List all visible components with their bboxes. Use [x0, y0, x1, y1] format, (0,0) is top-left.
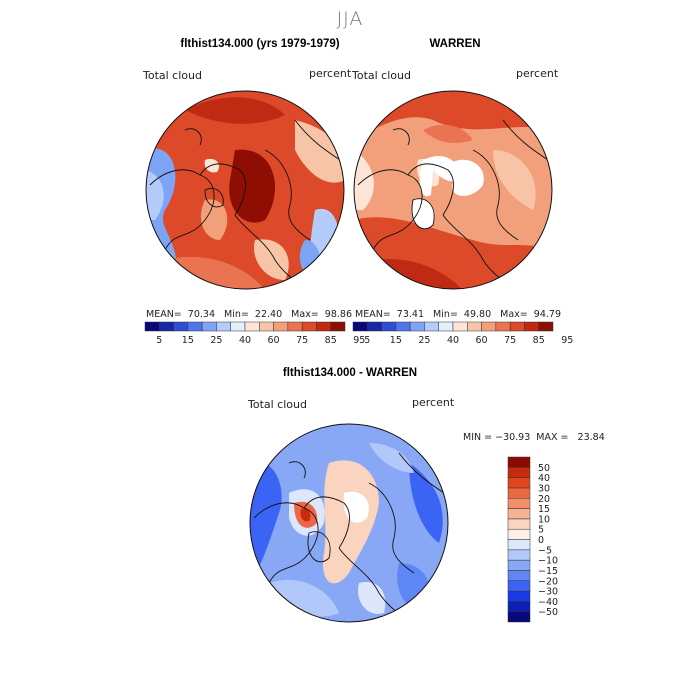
panel1-variable-label: Total cloud: [143, 69, 202, 82]
panel1-colorbar-swatch: [159, 321, 174, 332]
panel3-colorbar-tick-label: −10: [538, 556, 558, 567]
panel2-stats: MEAN= 73.41 Min= 49.80 Max= 94.79: [355, 309, 562, 320]
panel2-colorbar-tick-label: 75: [504, 335, 516, 346]
panel3-colorbar-swatch: [507, 477, 531, 489]
panel3-colorbar-swatch: [507, 528, 531, 540]
panel2-colorbar-tick-label: 25: [418, 335, 430, 346]
panel3-colorbar-swatch: [507, 549, 531, 561]
panel2-colorbar-swatch: [367, 321, 382, 332]
panel1-colorbar-tick-label: 95: [353, 335, 365, 346]
panel2-colorbar: 5 15 25 40 60 75 85 95: [352, 321, 573, 346]
panel2-map: [353, 90, 553, 290]
panel1-colorbar-swatch: [187, 321, 203, 332]
panel3-colorbar-tick-label: −20: [538, 576, 558, 587]
panel1-colorbar-swatch: [244, 321, 260, 332]
figure-title: JJA: [336, 8, 364, 30]
panel3-colorbar-tick-label: 20: [538, 494, 550, 505]
panel3-colorbar-tick-label: 40: [538, 473, 550, 484]
panel3-colorbar-swatch: [507, 580, 531, 592]
panel1-colorbar-tick-label: 25: [210, 335, 222, 346]
panel2-colorbar-swatch: [524, 321, 539, 332]
panel1-colorbar-swatch: [201, 321, 217, 332]
panel1-colorbar-swatch: [316, 321, 331, 332]
panel3-colorbar-swatch: [507, 518, 531, 530]
panel3-title: flthist134.000 - WARREN: [282, 367, 418, 379]
panel2-colorbar-tick-label: 85: [533, 335, 545, 346]
panel1-colorbar: 5 15 25 40 60 75 85 95: [144, 321, 365, 346]
panel3-colorbar-tick-label: −15: [538, 566, 558, 577]
panel2-colorbar-swatch: [424, 321, 439, 332]
panel2-colorbar-swatch: [452, 321, 468, 332]
panel3-colorbar-tick-label: 0: [538, 535, 544, 546]
panel3-colorbar-swatch: [507, 467, 531, 478]
panel3-colorbar-swatch: [507, 601, 531, 612]
panel1-colorbar-tick-label: 15: [182, 335, 194, 346]
panel2-colorbar-swatch: [409, 321, 425, 332]
panel3-colorbar-tick-label: −30: [538, 587, 558, 598]
panel1-colorbar-swatch: [287, 321, 303, 332]
panel2-colorbar-swatch: [381, 321, 397, 332]
panel1-units-label: percent: [309, 67, 352, 80]
panel3-colorbar-swatch: [507, 508, 531, 520]
panel3-colorbar-tick-label: −40: [538, 597, 558, 608]
panel2-colorbar-tick-label: 40: [447, 335, 459, 346]
panel1-colorbar-swatch: [259, 321, 274, 332]
panel1-colorbar-tick-label: 40: [239, 335, 251, 346]
panel2-colorbar-swatch: [352, 321, 368, 332]
panel3-colorbar-swatch: [507, 559, 531, 571]
panel3-colorbar-swatch: [507, 498, 531, 509]
panel1-colorbar-swatch: [301, 321, 317, 332]
panel1-colorbar-tick-label: 85: [325, 335, 337, 346]
panel1-colorbar-swatch: [273, 321, 289, 332]
panel3-colorbar-swatch: [507, 570, 531, 581]
panel3-colorbar-tick-label: 10: [538, 514, 550, 525]
panel1-title: flthist134.000 (yrs 1979-1979): [180, 38, 340, 50]
panel2-colorbar-tick-label: 15: [390, 335, 402, 346]
panel2-colorbar-swatch: [395, 321, 411, 332]
panel2-colorbar-swatch: [495, 321, 511, 332]
panel1-colorbar-swatch: [144, 321, 160, 332]
panel3-colorbar-tick-label: 50: [538, 463, 550, 474]
panel3-colorbar-tick-label: −50: [538, 607, 558, 618]
panel3-colorbar-tick-label: 30: [538, 483, 550, 494]
panel3-stats: MIN = −30.93 MAX = 23.84: [463, 432, 605, 443]
panel3-colorbar-swatch: [507, 611, 531, 623]
panel3-colorbar-tick-label: 5: [538, 525, 544, 536]
panel2-colorbar-swatch: [467, 321, 482, 332]
panel3-map: [249, 423, 449, 623]
panel2-colorbar-tick-label: 5: [364, 335, 370, 346]
panel1-colorbar-tick-label: 60: [268, 335, 280, 346]
panel3-colorbar-swatch: [507, 539, 531, 551]
panel2-title: WARREN: [429, 38, 481, 50]
panel1-map: [145, 90, 345, 290]
panel3-colorbar-swatch: [507, 456, 531, 468]
panel2-variable-label: Total cloud: [352, 69, 411, 82]
panel1-colorbar-swatch: [216, 321, 231, 332]
panel1-colorbar-tick-label: 5: [156, 335, 162, 346]
panel1-colorbar-swatch: [230, 321, 246, 332]
panel2-colorbar-swatch: [509, 321, 525, 332]
panel1-stats: MEAN= 70.34 Min= 22.40 Max= 98.86: [146, 309, 353, 320]
panel1-colorbar-tick-label: 75: [296, 335, 308, 346]
panel3-colorbar-swatch: [507, 590, 531, 602]
panel2-colorbar-tick-label: 95: [561, 335, 573, 346]
panel2-units-label: percent: [516, 67, 559, 80]
panel2-colorbar-swatch: [481, 321, 497, 332]
panel3-colorbar-swatch: [507, 487, 531, 499]
panel1-colorbar-swatch: [173, 321, 189, 332]
panel3-colorbar-tick-label: −5: [538, 545, 552, 556]
panel3-units-label: percent: [412, 396, 455, 409]
panel2-colorbar-tick-label: 60: [476, 335, 488, 346]
panel3-colorbar-tick-label: 15: [538, 504, 550, 515]
panel3-variable-label: Total cloud: [248, 398, 307, 411]
panel1-colorbar-swatch: [330, 321, 346, 332]
panel2-colorbar-swatch: [538, 321, 554, 332]
panel2-colorbar-swatch: [438, 321, 454, 332]
